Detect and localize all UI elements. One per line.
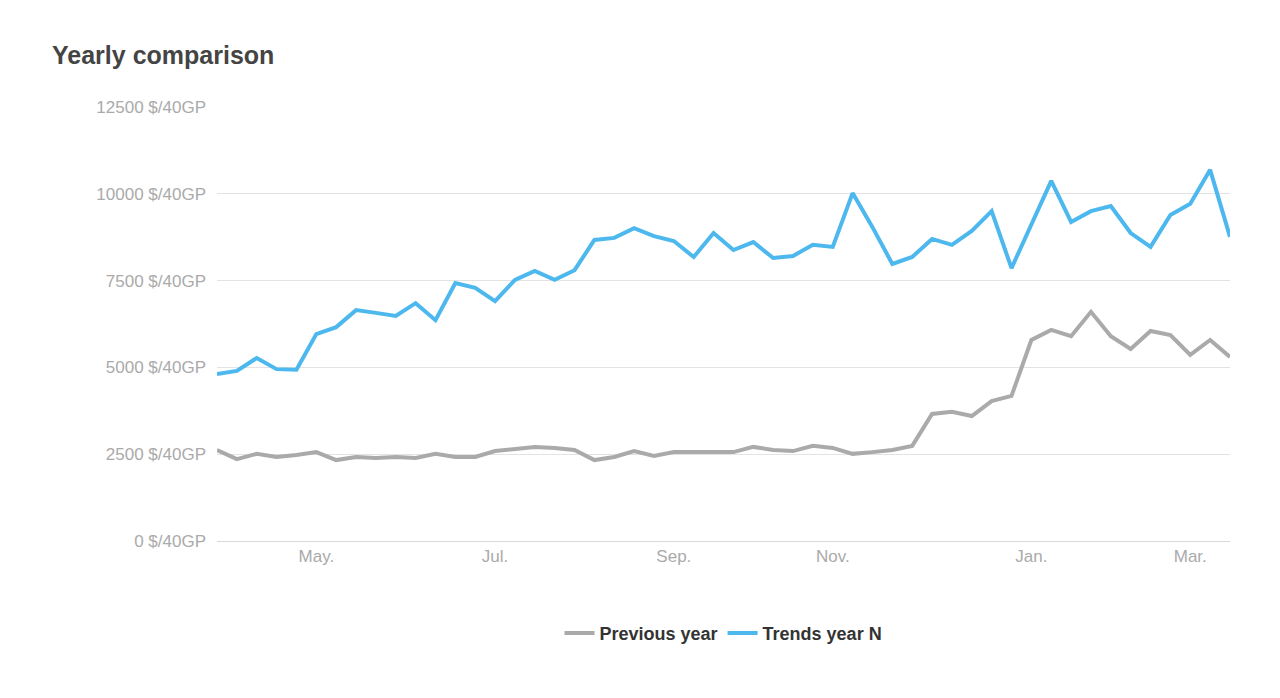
svg-text:7500 $/40GP: 7500 $/40GP — [106, 272, 206, 291]
svg-text:Trends year N: Trends year N — [763, 624, 882, 644]
svg-text:Previous year: Previous year — [600, 624, 718, 644]
svg-text:May.: May. — [299, 547, 335, 566]
svg-text:Jan.: Jan. — [1015, 547, 1047, 566]
svg-text:2500 $/40GP: 2500 $/40GP — [106, 445, 206, 464]
svg-text:Jul.: Jul. — [482, 547, 508, 566]
svg-text:5000 $/40GP: 5000 $/40GP — [106, 358, 206, 377]
svg-text:Yearly comparison: Yearly comparison — [52, 41, 274, 69]
svg-text:12500 $/40GP: 12500 $/40GP — [96, 98, 206, 117]
svg-text:0 $/40GP: 0 $/40GP — [134, 532, 206, 551]
svg-text:Mar.: Mar. — [1174, 547, 1207, 566]
svg-text:Nov.: Nov. — [816, 547, 850, 566]
svg-text:Sep.: Sep. — [656, 547, 691, 566]
svg-text:10000 $/40GP: 10000 $/40GP — [96, 185, 206, 204]
